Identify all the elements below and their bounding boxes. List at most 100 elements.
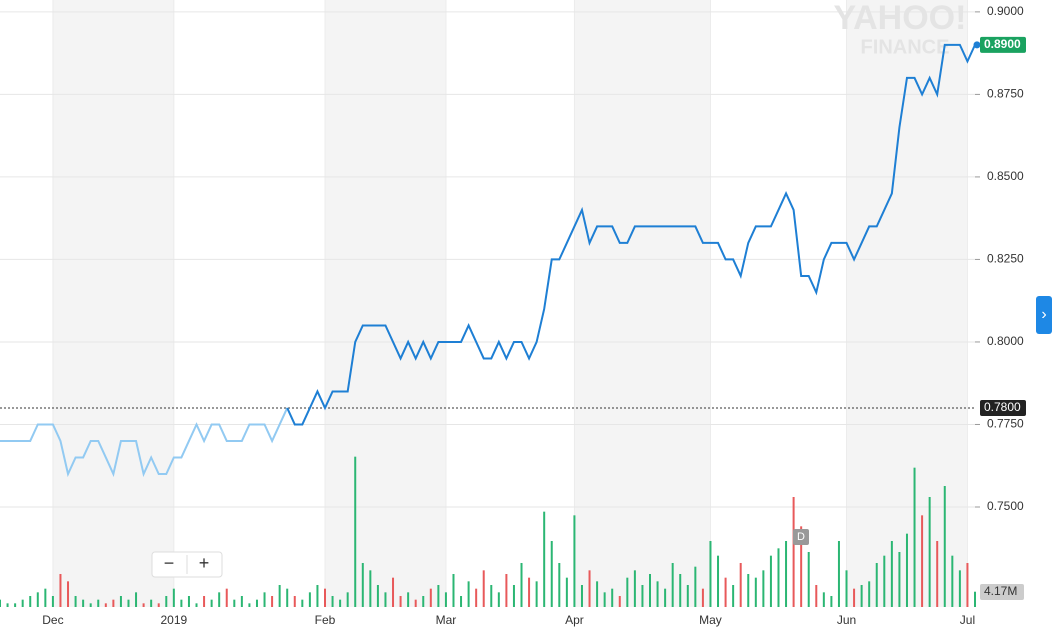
volume-bar — [649, 574, 651, 607]
volume-bar — [936, 541, 939, 607]
last-price-dot — [973, 41, 981, 49]
volume-bar — [407, 592, 410, 607]
volume-bar — [59, 574, 62, 607]
event-marker[interactable]: D — [797, 531, 805, 543]
next-button[interactable] — [1036, 296, 1052, 334]
volume-bar — [89, 603, 92, 607]
volume-bar — [97, 599, 100, 607]
volume-bar — [44, 588, 47, 607]
volume-bar — [255, 599, 258, 607]
volume-bar — [339, 599, 342, 607]
volume-bar — [263, 592, 266, 607]
volume-bar — [958, 570, 961, 607]
volume-bar — [951, 555, 954, 607]
volume-bar — [580, 585, 583, 607]
volume-bar — [490, 585, 493, 607]
volume-bar — [172, 588, 175, 607]
volume-bar — [807, 552, 810, 607]
zoom-in[interactable]: + — [199, 553, 210, 573]
volume-bar — [611, 588, 614, 607]
volume-bar — [308, 592, 311, 607]
zoom-out[interactable]: − — [164, 553, 175, 573]
x-tick-label: Dec — [42, 613, 63, 627]
volume-bar — [528, 577, 531, 607]
y-tick-label: 0.8000 — [987, 334, 1024, 348]
volume-bar — [550, 541, 553, 607]
volume-bar — [29, 596, 32, 607]
x-tick-label: Jun — [837, 613, 856, 627]
volume-bar — [641, 585, 644, 607]
y-tick-label: 0.9000 — [987, 4, 1024, 18]
volume-bar — [898, 552, 901, 607]
volume-bar — [271, 596, 274, 607]
next-icon[interactable]: › — [1041, 306, 1046, 323]
y-tick-label: 0.8250 — [987, 252, 1024, 266]
volume-bar — [195, 603, 198, 607]
month-band — [574, 0, 711, 607]
volume-bar — [732, 585, 735, 607]
volume-bar — [497, 592, 500, 607]
background — [0, 0, 975, 607]
x-tick-label: Feb — [315, 613, 336, 627]
volume-bar — [36, 592, 39, 607]
volume-bar — [686, 585, 689, 607]
volume-bar — [785, 541, 788, 607]
volume-bar — [868, 581, 871, 607]
volume-bar — [588, 570, 591, 607]
volume-bar — [437, 585, 440, 607]
volume-bar — [444, 592, 447, 607]
y-tick-label: 0.8750 — [987, 87, 1024, 101]
volume-bar — [633, 570, 636, 607]
volume-bar — [233, 599, 236, 607]
volume-bar — [225, 588, 228, 607]
volume-bar — [248, 603, 251, 607]
volume-bar — [747, 574, 750, 607]
volume-bar — [475, 588, 478, 607]
y-tick-label: 0.7500 — [987, 499, 1024, 513]
watermark: YAHOO! — [834, 0, 967, 37]
volume-bar — [845, 570, 848, 607]
volume-bar — [883, 555, 886, 607]
volume-bar — [460, 596, 463, 607]
volume-bar — [135, 592, 138, 607]
volume-bar — [890, 541, 893, 607]
volume-bar — [14, 603, 17, 607]
volume-bar — [51, 596, 54, 607]
volume-bar — [180, 599, 183, 607]
volume-bar — [392, 577, 395, 607]
volume-bar — [754, 577, 757, 607]
volume-bar — [664, 588, 667, 607]
volume-bar — [331, 596, 334, 607]
volume-bar — [218, 592, 221, 607]
volume-bar — [165, 596, 168, 607]
volume-bar — [67, 581, 70, 607]
volume-bar — [792, 497, 795, 607]
volume-bar — [399, 596, 402, 607]
volume-bar — [452, 574, 455, 607]
volume-bar — [240, 596, 243, 607]
volume-bar — [626, 577, 629, 607]
volume-bar — [822, 592, 825, 607]
volume-bar — [127, 599, 130, 607]
volume-bar — [482, 570, 485, 607]
volume-label-box — [980, 584, 1024, 600]
volume-bar — [505, 574, 508, 607]
volume-bar — [853, 588, 856, 607]
x-tick-label: Jul — [960, 613, 975, 627]
volume-bar — [739, 563, 742, 607]
volume-bar — [354, 456, 357, 607]
month-band — [846, 0, 968, 607]
event-marker-box — [793, 529, 809, 545]
volume-bar — [429, 588, 432, 607]
x-tick-label: Apr — [565, 613, 584, 627]
x-tick-label: 2019 — [160, 613, 187, 627]
volume-bar — [762, 570, 765, 607]
volume-bar — [618, 596, 621, 607]
volume-bar — [376, 585, 379, 607]
volume-bar — [74, 596, 77, 607]
volume-bar — [724, 577, 727, 607]
volume-bar — [860, 585, 863, 607]
volume-bar — [928, 497, 931, 607]
volume-bar — [104, 603, 107, 607]
